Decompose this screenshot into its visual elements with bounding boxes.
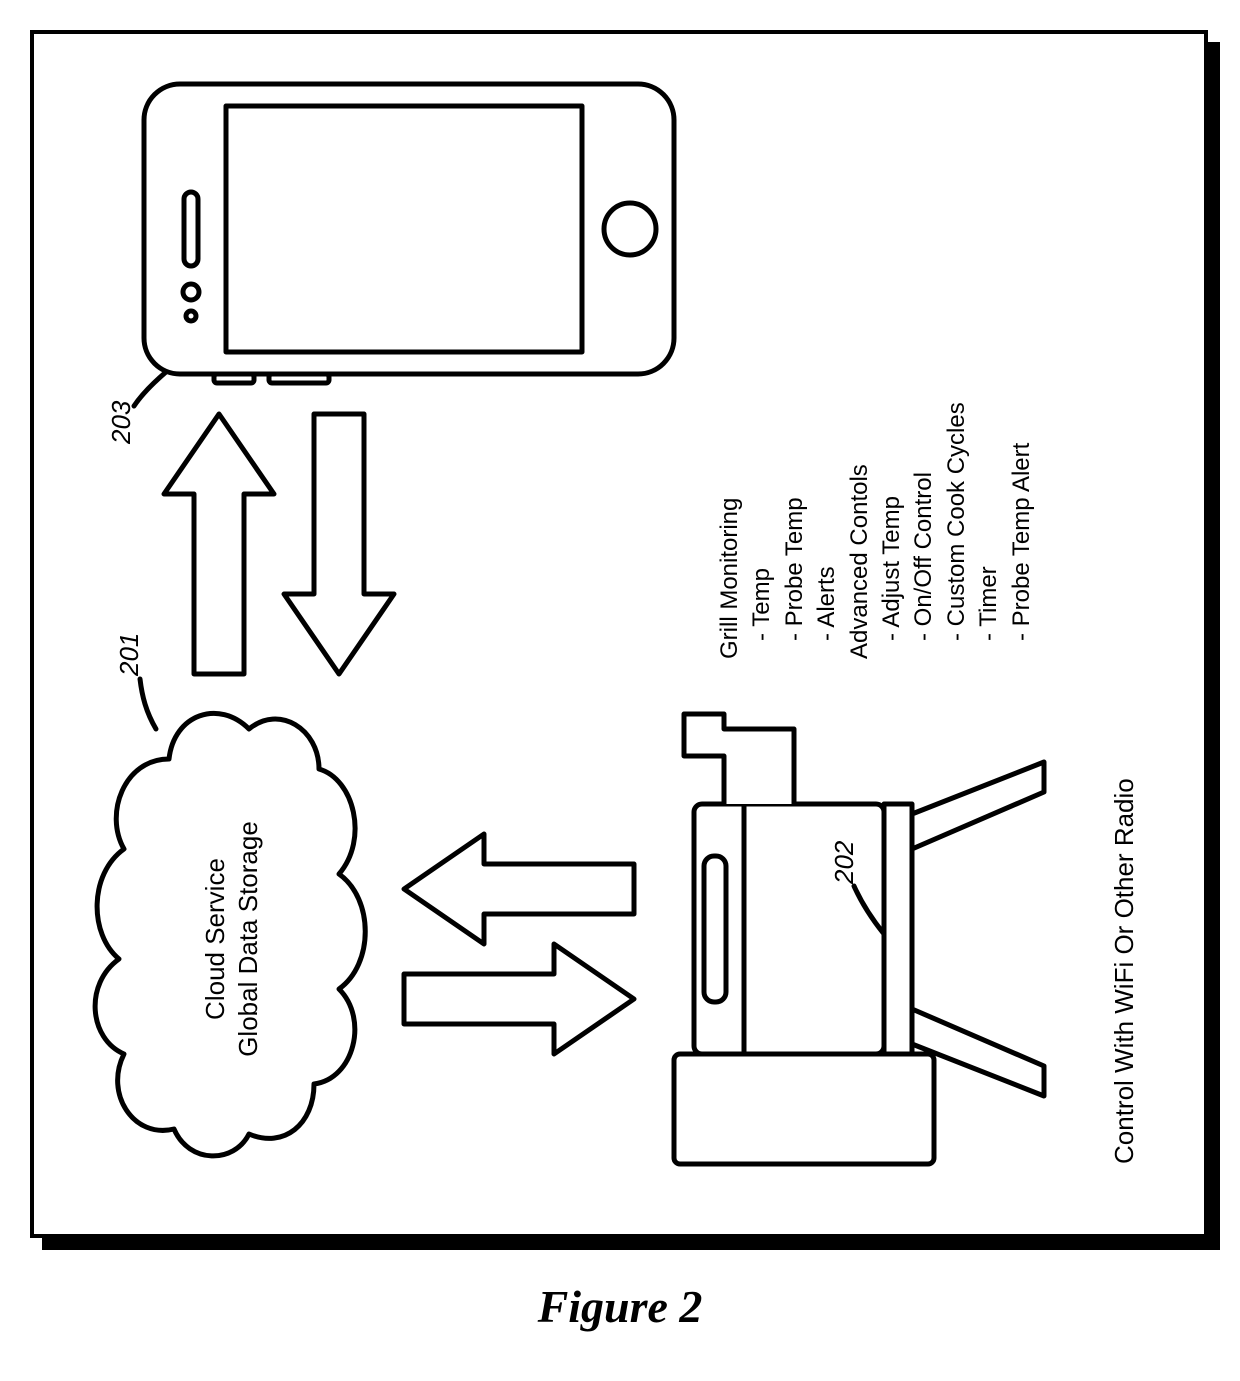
feature-item: - Timer <box>973 402 1005 641</box>
feature-item: - Probe Temp <box>779 402 811 641</box>
feature-item: - On/Off Control <box>908 402 940 641</box>
diagram-stage: Cloud Service Global Data Storage 201 20… <box>34 34 1204 1234</box>
ref-201-leader <box>140 679 156 729</box>
ref-203: 203 <box>106 401 137 444</box>
ref-202: 202 <box>829 841 860 884</box>
arrow-cloud-to-phone <box>164 414 274 674</box>
arrow-phone-to-cloud <box>284 414 394 674</box>
feature-item: - Adjust Temp <box>876 402 908 641</box>
feature-item: - Temp <box>746 402 778 641</box>
feature-item: - Alerts <box>811 402 843 641</box>
grill-icon <box>674 714 1044 1164</box>
ref-201: 201 <box>114 633 145 676</box>
cloud-label-line2: Global Data Storage <box>232 774 265 1104</box>
grill-caption: Control With WiFi Or Other Radio <box>1109 778 1140 1164</box>
rotated-canvas: Cloud Service Global Data Storage 201 20… <box>34 34 1204 1234</box>
phone-icon <box>134 84 674 406</box>
arrow-cloud-to-grill <box>404 944 634 1054</box>
cloud-label: Cloud Service Global Data Storage <box>199 774 264 1104</box>
feature-item: - Custom Cook Cycles <box>941 402 973 641</box>
feature-item: - Probe Temp Alert <box>1006 402 1038 641</box>
cloud-label-line1: Cloud Service <box>199 774 232 1104</box>
features-heading-2: Advanced Contols <box>844 402 876 659</box>
arrow-grill-to-cloud <box>404 834 634 944</box>
figure-caption: Figure 2 <box>0 1280 1240 1333</box>
features-heading-1: Grill Monitoring <box>714 402 746 659</box>
figure-page: Cloud Service Global Data Storage 201 20… <box>0 0 1240 1381</box>
feature-list: Grill Monitoring - Temp - Probe Temp - A… <box>714 402 1038 659</box>
figure-frame: Cloud Service Global Data Storage 201 20… <box>30 30 1208 1238</box>
